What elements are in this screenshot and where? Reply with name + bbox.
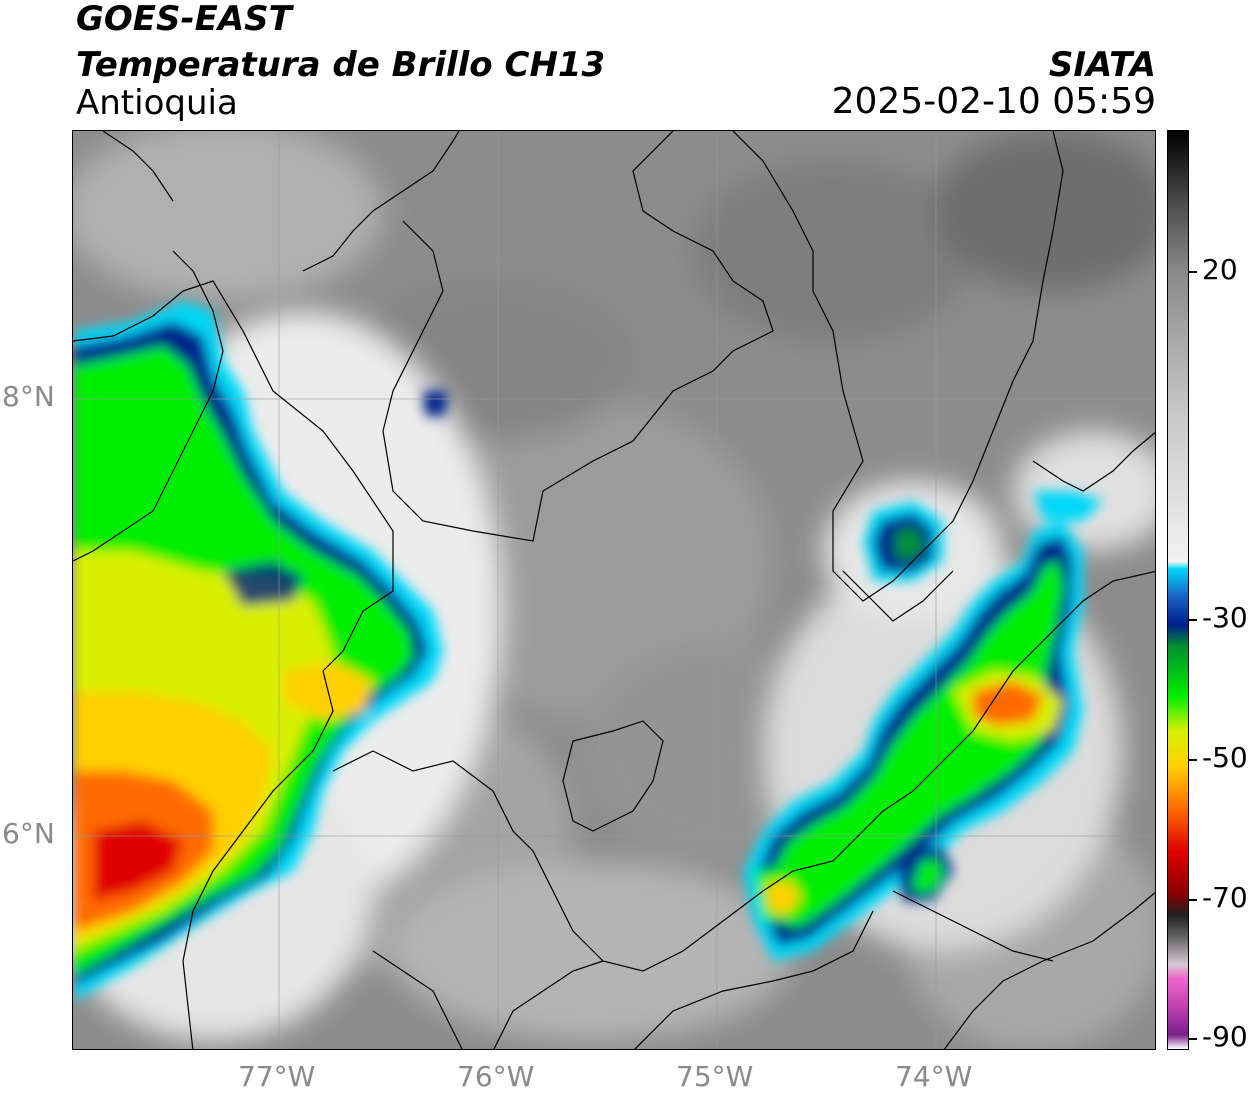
lon-label-76w: 76°W [457,1060,535,1093]
lon-label-74w: 74°W [895,1060,973,1093]
satellite-title: GOES-EAST [76,0,292,39]
colorbar-label: 20 [1202,253,1238,286]
lon-label-77w: 77°W [238,1060,316,1093]
colorbar-label: -70 [1202,881,1248,914]
agency-title: SIATA [1048,45,1156,85]
colorbar-tick [1189,759,1197,761]
lat-label-6n: 6°N [2,817,55,850]
lon-label-75w: 75°W [676,1060,754,1093]
colorbar-tick [1189,1038,1197,1040]
timestamp: 2025-02-10 05:59 [831,81,1156,122]
colorbar-label: -90 [1202,1020,1248,1053]
boundaries [73,131,1155,1049]
satellite-map [72,130,1156,1050]
lat-label-8n: 8°N [2,380,55,413]
colorbar-label: -50 [1202,741,1248,774]
colorbar-tick [1189,619,1197,621]
colorbar-tick [1189,899,1197,901]
brightness-temperature-image [73,131,1155,1049]
graticule [73,131,1155,1049]
convective-system-east [423,391,1103,961]
product-title: Temperatura de Brillo CH13 [76,45,606,85]
region-title: Antioquia [76,83,238,123]
colorbar-tick [1189,271,1197,273]
colorbar [1167,130,1189,1050]
convective-system-west [73,301,443,1001]
colorbar-label: -30 [1202,601,1248,634]
